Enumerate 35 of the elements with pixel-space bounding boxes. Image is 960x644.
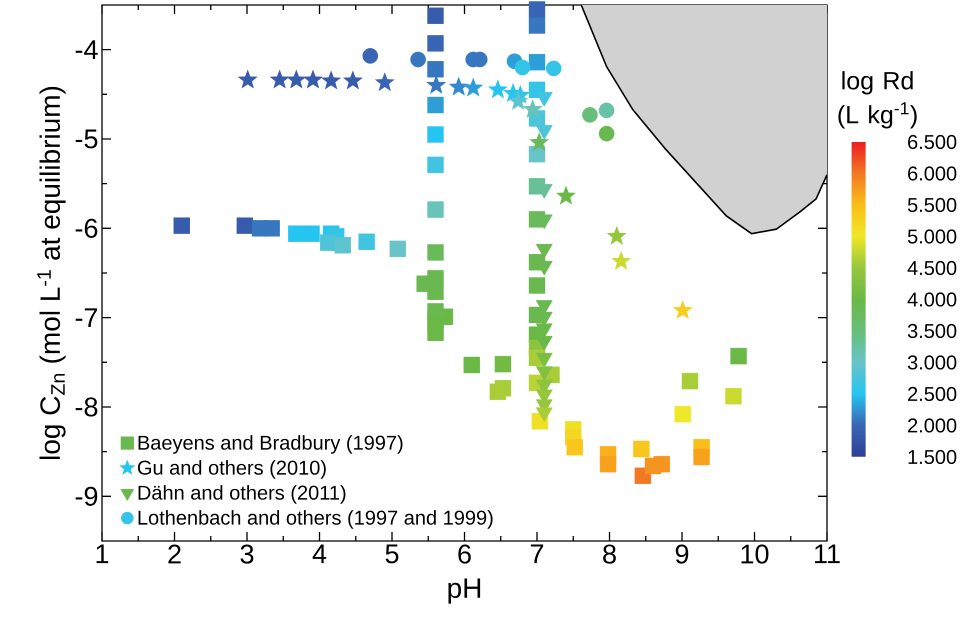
y-tick-label: -5 — [76, 130, 98, 148]
color-bar-label: 2.000 — [908, 418, 956, 433]
x-tick-label: 8 — [603, 544, 616, 564]
legend-label: Lothenbach and others (1997 and 1999) — [138, 510, 493, 529]
legend-label: Dähn and others (2011) — [138, 485, 346, 504]
x-tick-label: 11 — [815, 544, 840, 564]
y-tick-label: -9 — [76, 486, 98, 506]
color-bar-label: 1.500 — [908, 450, 956, 464]
legend-label: Gu and others (2010) — [138, 460, 326, 479]
x-tick-label: 3 — [240, 544, 254, 564]
y-tick-label: -6 — [76, 218, 98, 238]
color-bar-label: 6.500 — [908, 134, 956, 150]
y-tick-label: -4 — [76, 40, 98, 59]
color-bar-label: 4.000 — [908, 292, 956, 307]
x-tick-label: 2 — [168, 544, 181, 564]
x-tick-label: 9 — [676, 544, 688, 564]
x-axis-title: pH — [448, 578, 480, 604]
legend-label: Baeyens and Bradbury (1997) — [138, 435, 402, 454]
color-bar-label: 5.000 — [908, 229, 956, 244]
color-bar-label: 2.500 — [908, 386, 956, 402]
color-bar-label: 4.500 — [908, 260, 956, 276]
y-axis-title: log C$_{Zn}$ (mol L$^{-1}$ at equilibrium) — [37, 86, 66, 460]
color-bar-label: 3.000 — [908, 355, 956, 370]
x-tick-label: 10 — [742, 544, 768, 564]
color-bar-label: 3.500 — [908, 324, 956, 338]
color-bar-label: 5.500 — [908, 198, 956, 212]
y-tick-label: -8 — [76, 397, 98, 417]
x-tick-label: 5 — [386, 544, 398, 564]
y-tick-label: -7 — [76, 308, 98, 327]
color-bar-title: log Rd (L kg$^{-1}$) — [838, 71, 917, 128]
x-tick-label: 4 — [312, 544, 326, 564]
x-tick-label: 1 — [96, 544, 108, 564]
x-tick-label: 6 — [458, 544, 471, 564]
color-bar-label: 6.000 — [908, 166, 956, 181]
x-tick-label: 7 — [530, 544, 544, 564]
